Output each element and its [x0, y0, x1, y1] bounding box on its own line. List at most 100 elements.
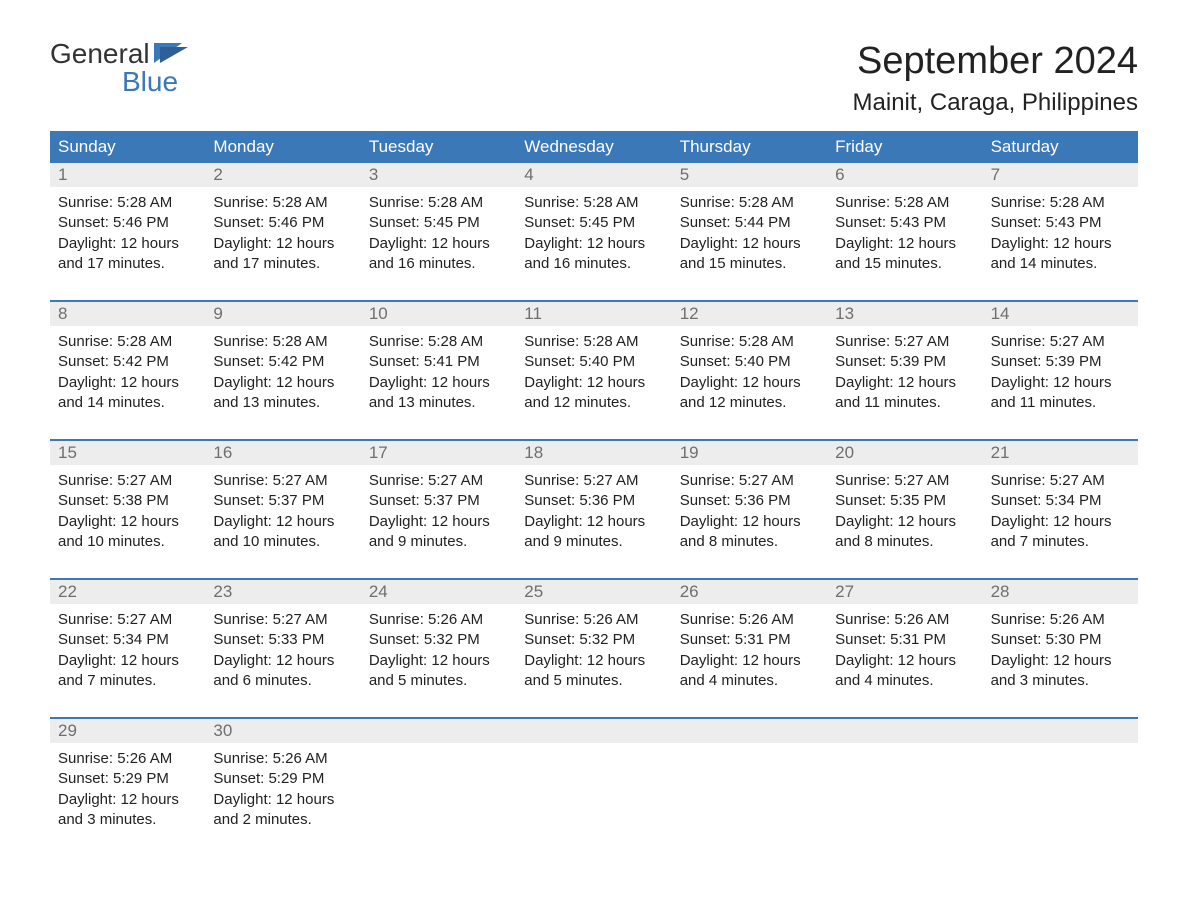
day-cell: Sunrise: 5:28 AMSunset: 5:45 PMDaylight:… — [516, 187, 671, 282]
day-number: 25 — [516, 580, 671, 604]
day-cell: Sunrise: 5:27 AMSunset: 5:33 PMDaylight:… — [205, 604, 360, 699]
logo-line-1: General — [50, 40, 188, 68]
daylight-text: and 10 minutes. — [58, 532, 197, 552]
sunrise-text: Sunrise: 5:26 AM — [213, 749, 352, 769]
day-cell: Sunrise: 5:28 AMSunset: 5:45 PMDaylight:… — [361, 187, 516, 282]
sunset-text: Sunset: 5:38 PM — [58, 491, 197, 511]
day-cell: Sunrise: 5:26 AMSunset: 5:32 PMDaylight:… — [516, 604, 671, 699]
day-number-row: 15161718192021 — [50, 441, 1138, 465]
day-number: 10 — [361, 302, 516, 326]
daylight-text: and 2 minutes. — [213, 810, 352, 830]
day-cell: Sunrise: 5:27 AMSunset: 5:38 PMDaylight:… — [50, 465, 205, 560]
daylight-text: Daylight: 12 hours — [835, 234, 974, 254]
daylight-text: Daylight: 12 hours — [524, 651, 663, 671]
daylight-text: Daylight: 12 hours — [524, 512, 663, 532]
day-cell: Sunrise: 5:28 AMSunset: 5:41 PMDaylight:… — [361, 326, 516, 421]
sunset-text: Sunset: 5:34 PM — [991, 491, 1130, 511]
sunrise-text: Sunrise: 5:28 AM — [835, 193, 974, 213]
sunset-text: Sunset: 5:40 PM — [680, 352, 819, 372]
daylight-text: Daylight: 12 hours — [369, 373, 508, 393]
day-number-row: 2930 — [50, 719, 1138, 743]
brand-logo: General Blue — [50, 40, 188, 96]
sunset-text: Sunset: 5:32 PM — [369, 630, 508, 650]
sunrise-text: Sunrise: 5:27 AM — [680, 471, 819, 491]
daylight-text: Daylight: 12 hours — [213, 373, 352, 393]
day-number: 24 — [361, 580, 516, 604]
daylight-text: Daylight: 12 hours — [680, 651, 819, 671]
daylight-text: and 3 minutes. — [58, 810, 197, 830]
sunset-text: Sunset: 5:34 PM — [58, 630, 197, 650]
day-number: 8 — [50, 302, 205, 326]
day-cell: Sunrise: 5:27 AMSunset: 5:36 PMDaylight:… — [516, 465, 671, 560]
page-header: General Blue September 2024 Mainit, Cara… — [50, 40, 1138, 117]
daylight-text: and 4 minutes. — [680, 671, 819, 691]
daylight-text: Daylight: 12 hours — [369, 651, 508, 671]
sunrise-text: Sunrise: 5:27 AM — [991, 471, 1130, 491]
day-cell: Sunrise: 5:26 AMSunset: 5:29 PMDaylight:… — [50, 743, 205, 838]
day-number: 9 — [205, 302, 360, 326]
day-cell: Sunrise: 5:27 AMSunset: 5:37 PMDaylight:… — [205, 465, 360, 560]
daylight-text: Daylight: 12 hours — [991, 234, 1130, 254]
weekday-header: Saturday — [983, 131, 1138, 163]
sunrise-text: Sunrise: 5:27 AM — [835, 332, 974, 352]
day-cell: Sunrise: 5:28 AMSunset: 5:44 PMDaylight:… — [672, 187, 827, 282]
sunset-text: Sunset: 5:32 PM — [524, 630, 663, 650]
daylight-text: and 14 minutes. — [58, 393, 197, 413]
daylight-text: and 15 minutes. — [680, 254, 819, 274]
sunrise-text: Sunrise: 5:26 AM — [835, 610, 974, 630]
sunrise-text: Sunrise: 5:27 AM — [58, 610, 197, 630]
sunset-text: Sunset: 5:39 PM — [991, 352, 1130, 372]
sunset-text: Sunset: 5:31 PM — [835, 630, 974, 650]
calendar-week: 1234567Sunrise: 5:28 AMSunset: 5:46 PMDa… — [50, 163, 1138, 282]
sunset-text: Sunset: 5:36 PM — [524, 491, 663, 511]
day-number — [361, 719, 516, 743]
location-text: Mainit, Caraga, Philippines — [853, 89, 1138, 117]
day-cell: Sunrise: 5:28 AMSunset: 5:43 PMDaylight:… — [983, 187, 1138, 282]
weekday-header: Friday — [827, 131, 982, 163]
sunrise-text: Sunrise: 5:27 AM — [369, 471, 508, 491]
sunrise-text: Sunrise: 5:27 AM — [213, 471, 352, 491]
sunrise-text: Sunrise: 5:26 AM — [680, 610, 819, 630]
daylight-text: Daylight: 12 hours — [213, 790, 352, 810]
day-number: 26 — [672, 580, 827, 604]
day-number: 18 — [516, 441, 671, 465]
sunset-text: Sunset: 5:39 PM — [835, 352, 974, 372]
weekday-header-row: Sunday Monday Tuesday Wednesday Thursday… — [50, 131, 1138, 163]
sunrise-text: Sunrise: 5:28 AM — [369, 332, 508, 352]
day-number: 6 — [827, 163, 982, 187]
day-cell: Sunrise: 5:27 AMSunset: 5:34 PMDaylight:… — [50, 604, 205, 699]
daylight-text: and 17 minutes. — [58, 254, 197, 274]
daylight-text: and 3 minutes. — [991, 671, 1130, 691]
day-cell: Sunrise: 5:28 AMSunset: 5:42 PMDaylight:… — [205, 326, 360, 421]
sunset-text: Sunset: 5:29 PM — [213, 769, 352, 789]
sunrise-text: Sunrise: 5:26 AM — [369, 610, 508, 630]
sunrise-text: Sunrise: 5:28 AM — [524, 193, 663, 213]
daylight-text: and 6 minutes. — [213, 671, 352, 691]
day-number: 13 — [827, 302, 982, 326]
daylight-text: and 5 minutes. — [369, 671, 508, 691]
sunset-text: Sunset: 5:31 PM — [680, 630, 819, 650]
day-cell: Sunrise: 5:26 AMSunset: 5:32 PMDaylight:… — [361, 604, 516, 699]
daylight-text: and 15 minutes. — [835, 254, 974, 274]
sunset-text: Sunset: 5:45 PM — [369, 213, 508, 233]
day-number: 16 — [205, 441, 360, 465]
sunrise-text: Sunrise: 5:27 AM — [58, 471, 197, 491]
daylight-text: Daylight: 12 hours — [524, 373, 663, 393]
weekday-header: Monday — [205, 131, 360, 163]
sunset-text: Sunset: 5:46 PM — [58, 213, 197, 233]
day-cell — [827, 743, 982, 838]
day-cell: Sunrise: 5:28 AMSunset: 5:42 PMDaylight:… — [50, 326, 205, 421]
day-cell: Sunrise: 5:27 AMSunset: 5:39 PMDaylight:… — [827, 326, 982, 421]
sunset-text: Sunset: 5:44 PM — [680, 213, 819, 233]
daylight-text: and 11 minutes. — [835, 393, 974, 413]
sunrise-text: Sunrise: 5:28 AM — [524, 332, 663, 352]
daylight-text: Daylight: 12 hours — [58, 373, 197, 393]
sunrise-text: Sunrise: 5:28 AM — [680, 332, 819, 352]
daylight-text: and 7 minutes. — [991, 532, 1130, 552]
day-number: 4 — [516, 163, 671, 187]
sunrise-text: Sunrise: 5:28 AM — [213, 332, 352, 352]
daylight-text: and 16 minutes. — [369, 254, 508, 274]
daylight-text: Daylight: 12 hours — [213, 512, 352, 532]
day-cell: Sunrise: 5:28 AMSunset: 5:43 PMDaylight:… — [827, 187, 982, 282]
daylight-text: and 12 minutes. — [680, 393, 819, 413]
